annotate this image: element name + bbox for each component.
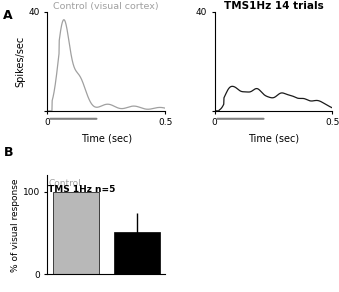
Title: TMS1Hz 14 trials: TMS1Hz 14 trials: [223, 1, 323, 11]
Title: Control (visual cortex): Control (visual cortex): [54, 2, 159, 11]
X-axis label: Time (sec): Time (sec): [81, 133, 132, 143]
Text: TMS 1Hz n=5: TMS 1Hz n=5: [48, 185, 116, 194]
Y-axis label: Spikes/sec: Spikes/sec: [16, 36, 26, 87]
Bar: [53, 192, 99, 274]
Text: Control: Control: [48, 180, 81, 188]
X-axis label: Time (sec): Time (sec): [248, 133, 299, 143]
Text: B: B: [3, 146, 13, 159]
Text: A: A: [3, 9, 13, 22]
Y-axis label: % of visual response: % of visual response: [11, 178, 20, 272]
Bar: [114, 232, 160, 274]
